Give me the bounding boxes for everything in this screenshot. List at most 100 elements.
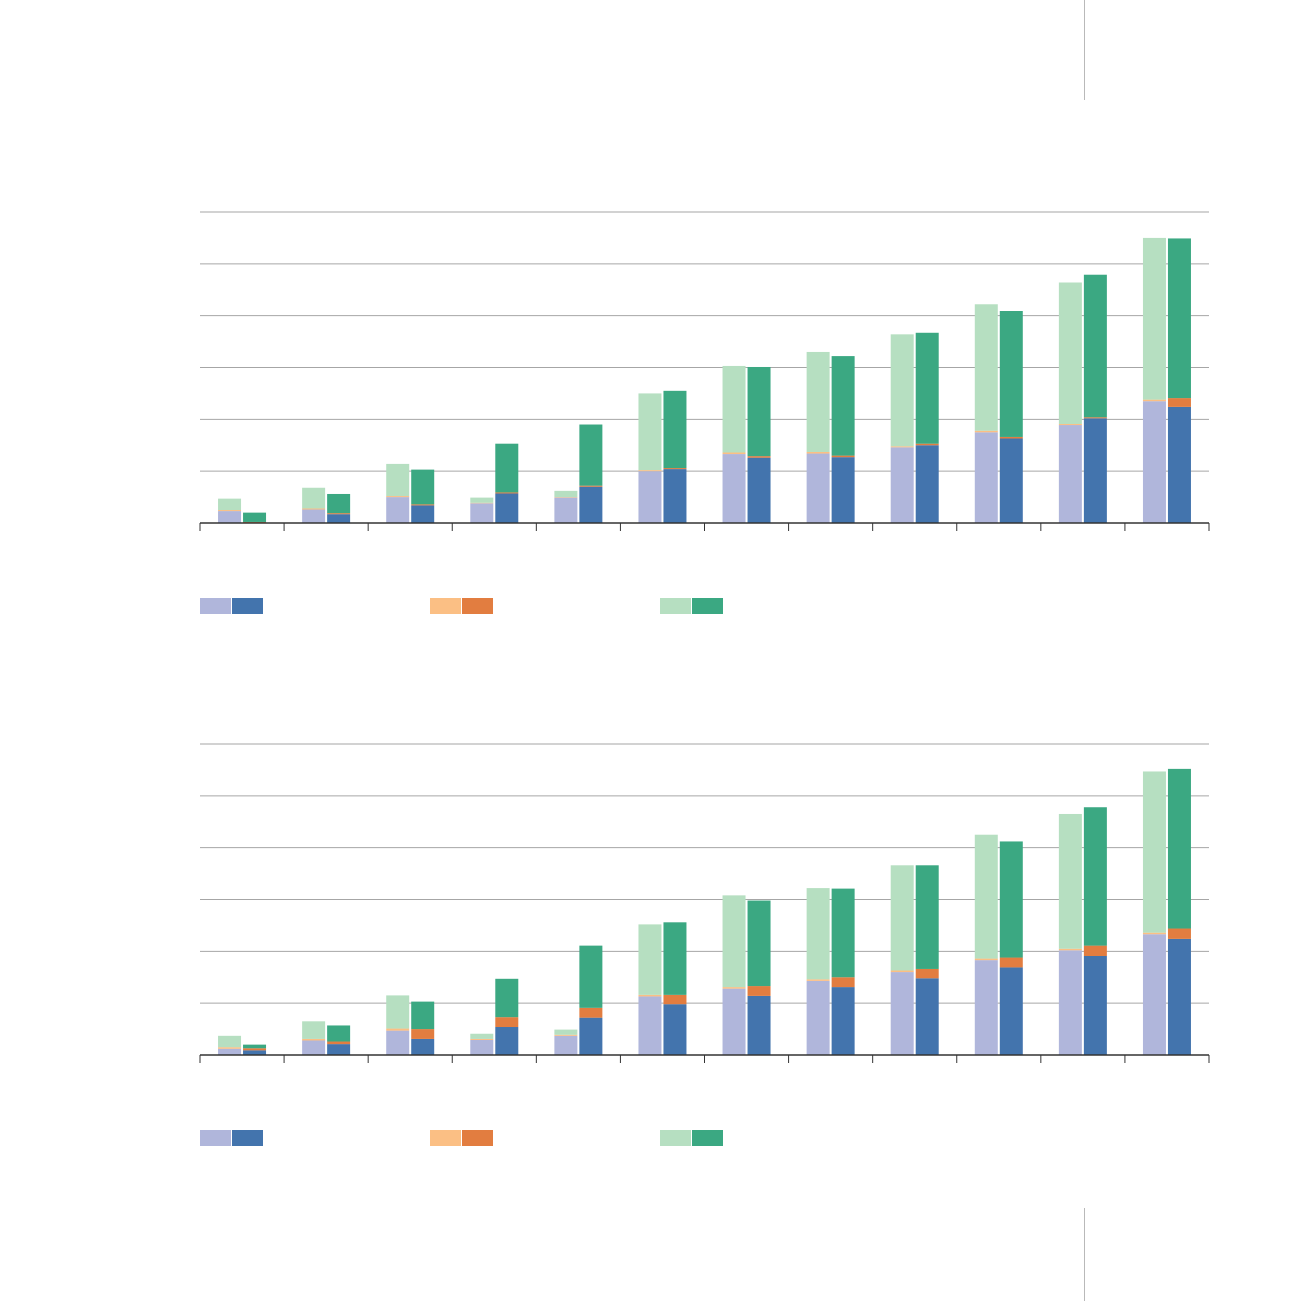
bar-segment xyxy=(1058,425,1082,523)
bar-segment xyxy=(806,451,830,454)
bar-segment xyxy=(218,498,242,511)
bar-segment xyxy=(999,436,1023,439)
bar-segment xyxy=(890,446,914,448)
bar-segment xyxy=(915,443,939,446)
chart-bottom xyxy=(199,743,1210,1063)
bar-segment xyxy=(974,960,998,1055)
bar-segment xyxy=(1083,807,1107,946)
bar-segment xyxy=(915,445,939,523)
bar-segment xyxy=(663,922,687,995)
bar-segment xyxy=(470,1038,494,1040)
bar-segment xyxy=(386,497,410,523)
bar-segment xyxy=(663,1004,687,1055)
bar-segment xyxy=(831,888,855,978)
bar-segment xyxy=(411,469,435,505)
bar-segment xyxy=(1083,945,1107,956)
bar-segment xyxy=(722,454,746,523)
bar-segment xyxy=(1083,418,1107,523)
bar-segment xyxy=(327,1044,351,1055)
bar-segment xyxy=(554,497,578,523)
bar-segment xyxy=(747,986,771,996)
bar-segment xyxy=(831,356,855,456)
bar-segment xyxy=(1058,950,1082,1055)
bar-segment xyxy=(999,967,1023,1055)
bar-segment xyxy=(1058,282,1082,424)
bar-segment xyxy=(1167,406,1191,523)
bar-segment xyxy=(974,432,998,523)
bar-segment xyxy=(831,455,855,458)
bar-segment xyxy=(638,994,662,997)
bar-segment xyxy=(638,470,662,472)
legend-swatch xyxy=(462,1130,493,1146)
bar-segment xyxy=(747,456,771,458)
legend-swatch xyxy=(692,598,723,614)
bar-segment xyxy=(1058,813,1082,949)
bar-segment xyxy=(638,924,662,995)
bar-segment xyxy=(411,504,435,506)
bar-segment xyxy=(999,438,1023,523)
bar-segment xyxy=(302,1040,326,1055)
bar-segment xyxy=(1083,417,1107,419)
bar-segment xyxy=(218,1048,242,1055)
bar-segment xyxy=(243,512,267,522)
bar-segment xyxy=(495,443,519,493)
bar-segment xyxy=(386,463,410,497)
top-margin-rule xyxy=(1084,0,1085,100)
bar-segment xyxy=(890,447,914,523)
bar-segment xyxy=(327,1025,351,1042)
bar-segment xyxy=(638,393,662,471)
bar-segment xyxy=(1167,398,1191,407)
bar-segment xyxy=(243,1044,267,1049)
bar-segment xyxy=(747,900,771,987)
bar-segment xyxy=(470,503,494,523)
bar-segment xyxy=(386,1028,410,1031)
bar-segment xyxy=(386,496,410,498)
bar-segment xyxy=(722,895,746,988)
bar-segment xyxy=(663,390,687,469)
bar-segment xyxy=(1058,423,1082,426)
legend-swatch xyxy=(200,598,231,614)
bar-segment xyxy=(554,1029,578,1035)
bar-segment xyxy=(663,468,687,470)
bar-segment xyxy=(915,332,939,444)
bar-segment xyxy=(663,469,687,523)
legend-swatch xyxy=(692,1130,723,1146)
legend-swatch xyxy=(430,1130,461,1146)
legend-swatch xyxy=(462,598,493,614)
bar-segment xyxy=(218,510,242,512)
bar-segment xyxy=(638,471,662,523)
bar-segment xyxy=(411,505,435,523)
bar-segment xyxy=(495,1017,519,1028)
bar-segment xyxy=(890,972,914,1055)
bar-segment xyxy=(1142,932,1166,935)
bar-segment xyxy=(722,988,746,1055)
bar-segment xyxy=(1142,934,1166,1055)
bar-segment xyxy=(579,1007,603,1018)
bar-segment xyxy=(974,834,998,959)
bar-segment xyxy=(890,865,914,971)
bar-segment xyxy=(747,995,771,1055)
bar-segment xyxy=(470,497,494,503)
bar-segment xyxy=(327,513,351,515)
bar-segment xyxy=(974,958,998,961)
bar-segment xyxy=(1167,928,1191,939)
bar-segment xyxy=(302,487,326,509)
chart-top xyxy=(199,211,1210,531)
bar-segment xyxy=(470,1039,494,1055)
bar-segment xyxy=(915,978,939,1055)
bar-segment xyxy=(327,1041,351,1045)
bar-segment xyxy=(579,945,603,1008)
bar-segment xyxy=(1167,238,1191,399)
bar-segment xyxy=(1083,955,1107,1055)
bar-segment xyxy=(554,497,578,498)
bar-segment xyxy=(915,968,939,979)
bar-segment xyxy=(890,334,914,447)
bar-segment xyxy=(831,987,855,1055)
bar-segment xyxy=(495,1027,519,1055)
bar-segment xyxy=(495,978,519,1018)
bar-segment xyxy=(579,485,603,487)
bar-segment xyxy=(722,452,746,455)
bar-segment xyxy=(1058,948,1082,951)
bar-segment xyxy=(386,995,410,1029)
bar-segment xyxy=(663,994,687,1005)
